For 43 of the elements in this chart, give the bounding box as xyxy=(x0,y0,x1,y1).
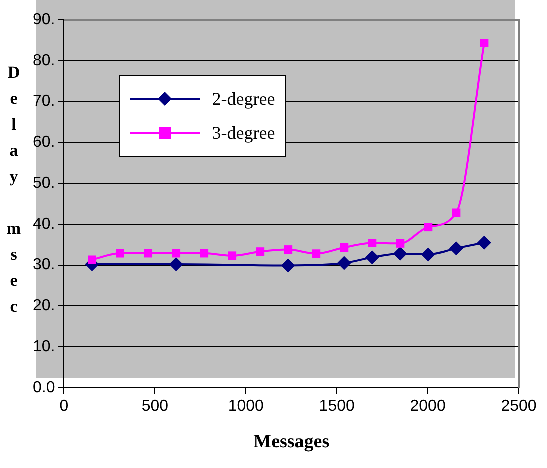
text: Delay msec xyxy=(6,63,22,316)
y-tick-label: 40. xyxy=(32,216,56,233)
legend-label: 3-degree xyxy=(212,122,276,144)
x-tick-label: 500 xyxy=(142,398,169,416)
point xyxy=(424,223,433,232)
x-tick-label: 2500 xyxy=(501,398,537,416)
point xyxy=(449,242,464,256)
y-tick-label: 70. xyxy=(32,93,56,110)
y-tick-label: 30. xyxy=(32,256,56,274)
y-tick-label: 20. xyxy=(32,298,56,315)
point xyxy=(144,249,153,258)
point xyxy=(421,248,436,262)
point xyxy=(365,250,380,265)
point xyxy=(477,236,492,250)
y-tick-label: 0.0 xyxy=(32,379,56,396)
legend-label: 2-degree xyxy=(212,88,276,110)
point xyxy=(200,249,209,258)
point xyxy=(172,249,181,258)
point xyxy=(169,258,184,272)
point xyxy=(480,39,489,48)
x-axis-title: Messages xyxy=(254,432,330,453)
point xyxy=(396,239,405,248)
point xyxy=(452,208,461,218)
point xyxy=(368,239,377,248)
point xyxy=(337,256,352,270)
y-tick-label: 50. xyxy=(32,174,56,192)
y-tick-label: 80. xyxy=(32,52,56,70)
y-tick-label: 60. xyxy=(32,134,56,152)
x-tick-label: 0 xyxy=(60,398,69,416)
x-tick-label: 2000 xyxy=(410,398,446,416)
y-tick-label: 90. xyxy=(32,11,56,28)
point xyxy=(340,244,349,252)
point xyxy=(88,256,96,264)
y-tick-label: 10. xyxy=(32,338,56,356)
point xyxy=(312,250,321,258)
point xyxy=(116,249,125,258)
point xyxy=(284,246,293,254)
point xyxy=(393,246,408,261)
point xyxy=(281,258,296,273)
x-tick-label: 1500 xyxy=(319,398,355,416)
point xyxy=(256,248,265,256)
x-tick-label: 1000 xyxy=(228,398,264,416)
point xyxy=(228,252,237,260)
